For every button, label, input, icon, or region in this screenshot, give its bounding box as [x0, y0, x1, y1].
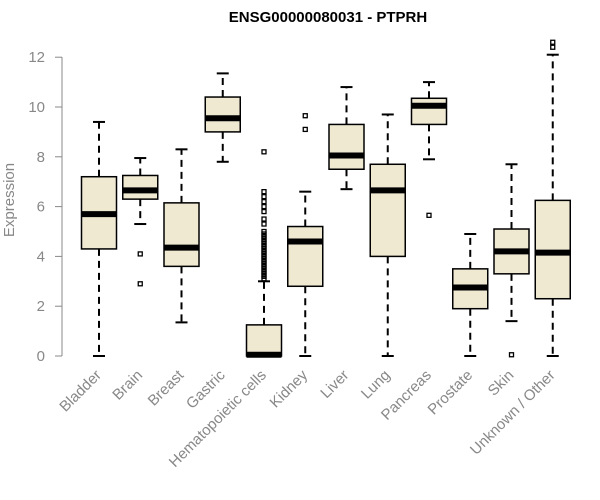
- y-tick-label: 4: [37, 248, 45, 265]
- x-tick-label: Breast: [145, 366, 188, 409]
- chart-title: ENSG00000080031 - PTPRH: [229, 9, 427, 26]
- outlier-point: [261, 193, 267, 200]
- x-tick-label: Bladder: [56, 367, 105, 416]
- x-tick-label: Lung: [358, 367, 394, 403]
- box-group: [452, 232, 489, 357]
- outlier-point: [550, 39, 556, 45]
- y-axis-label: Expression: [1, 163, 18, 237]
- box-group: [534, 39, 571, 357]
- box-iqr: [369, 163, 406, 258]
- box-group: [245, 149, 283, 358]
- box-iqr: [245, 324, 283, 357]
- y-tick-label: 10: [28, 99, 45, 116]
- outlier-point: [302, 126, 308, 133]
- box-iqr: [328, 123, 365, 170]
- x-tick-label: Skin: [485, 367, 518, 400]
- box-iqr: [534, 199, 571, 300]
- outlier-point: [137, 281, 143, 287]
- y-axis-ticks: 0 2 4 6 8 10 12: [28, 49, 62, 365]
- box-group: [80, 120, 118, 357]
- outlier-point: [261, 228, 267, 235]
- box-group: [493, 163, 530, 358]
- box-iqr: [122, 174, 159, 200]
- outlier-point: [261, 216, 267, 222]
- outlier-point: [426, 212, 432, 218]
- outlier-point: [261, 203, 267, 210]
- box-iqr: [204, 96, 241, 133]
- outlier-point: [261, 149, 267, 155]
- box-iqr: [410, 97, 448, 126]
- box-group: [287, 113, 324, 357]
- box-group: [204, 72, 241, 163]
- y-tick-label: 6: [37, 199, 45, 216]
- outlier-point: [137, 251, 143, 257]
- outlier-point: [302, 113, 308, 119]
- outlier-point: [261, 208, 267, 215]
- y-tick-label: 8: [37, 149, 45, 166]
- box-group: [410, 81, 448, 218]
- outlier-point: [550, 44, 556, 50]
- outlier-point: [261, 189, 267, 195]
- box-series: [80, 39, 571, 358]
- box-group: [122, 157, 159, 287]
- box-group: [369, 113, 406, 357]
- outlier-point: [261, 221, 267, 227]
- x-tick-label: Brain: [109, 367, 146, 404]
- x-tick-label: Prostate: [425, 367, 477, 419]
- outlier-point: [508, 352, 515, 358]
- box-group: [163, 148, 200, 324]
- box-iqr: [287, 225, 324, 288]
- y-tick-label: 0: [37, 348, 45, 365]
- box-group: [328, 86, 365, 191]
- outlier-point: [261, 198, 267, 205]
- box-iqr: [163, 202, 200, 268]
- y-tick-label: 12: [28, 49, 45, 66]
- x-tick-label: Liver: [317, 367, 352, 402]
- y-tick-label: 2: [37, 298, 45, 315]
- x-tick-label: Kidney: [267, 366, 312, 411]
